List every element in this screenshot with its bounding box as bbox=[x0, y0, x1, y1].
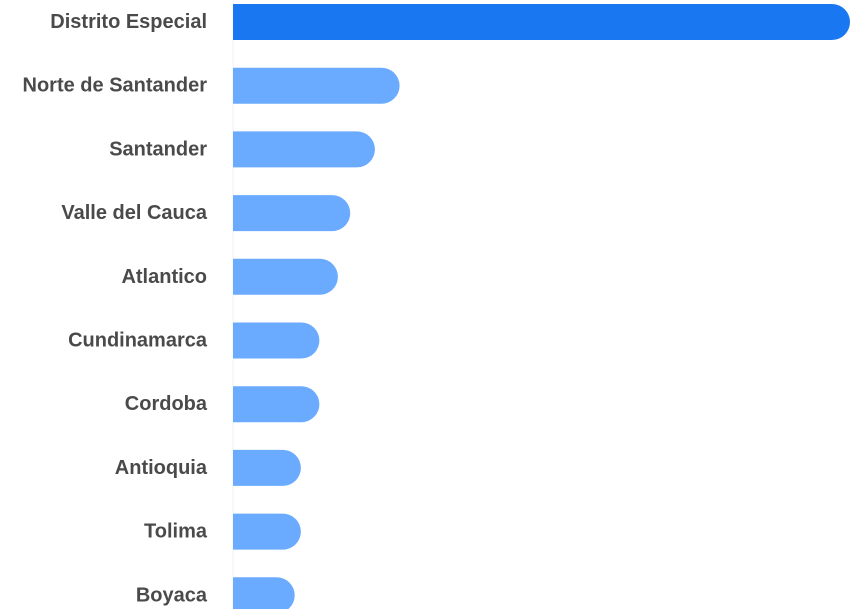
category-label-distrito-especial: Distrito Especial bbox=[50, 11, 207, 33]
bar-cordoba[interactable] bbox=[233, 386, 320, 423]
bar-norte-de-santander[interactable] bbox=[233, 67, 400, 104]
bar-atlantico[interactable] bbox=[233, 258, 338, 295]
bar-tolima[interactable] bbox=[233, 513, 301, 550]
bar-santander[interactable] bbox=[233, 131, 375, 168]
bar-distrito-especial[interactable] bbox=[233, 4, 850, 40]
category-label-atlantico: Atlantico bbox=[121, 266, 207, 288]
bar-cundinamarca[interactable] bbox=[233, 322, 320, 359]
category-label-cundinamarca: Cundinamarca bbox=[68, 330, 208, 352]
category-label-valle-del-cauca: Valle del Cauca bbox=[61, 202, 208, 224]
category-label-tolima: Tolima bbox=[144, 521, 208, 543]
category-labels: Distrito Especial Norte de Santander Santa… bbox=[23, 11, 208, 606]
category-label-cordoba: Cordoba bbox=[125, 393, 208, 415]
category-label-boyaca: Boyaca bbox=[136, 584, 208, 606]
bar-antioquia[interactable] bbox=[233, 449, 301, 486]
category-label-santander: Santander bbox=[109, 138, 207, 160]
bar-valle-del-cauca[interactable] bbox=[233, 195, 351, 232]
bar-boyaca[interactable] bbox=[233, 577, 295, 609]
category-label-antioquia: Antioquia bbox=[115, 457, 208, 479]
category-label-norte-de-santander: Norte de Santander bbox=[23, 75, 208, 97]
bars bbox=[233, 4, 850, 609]
